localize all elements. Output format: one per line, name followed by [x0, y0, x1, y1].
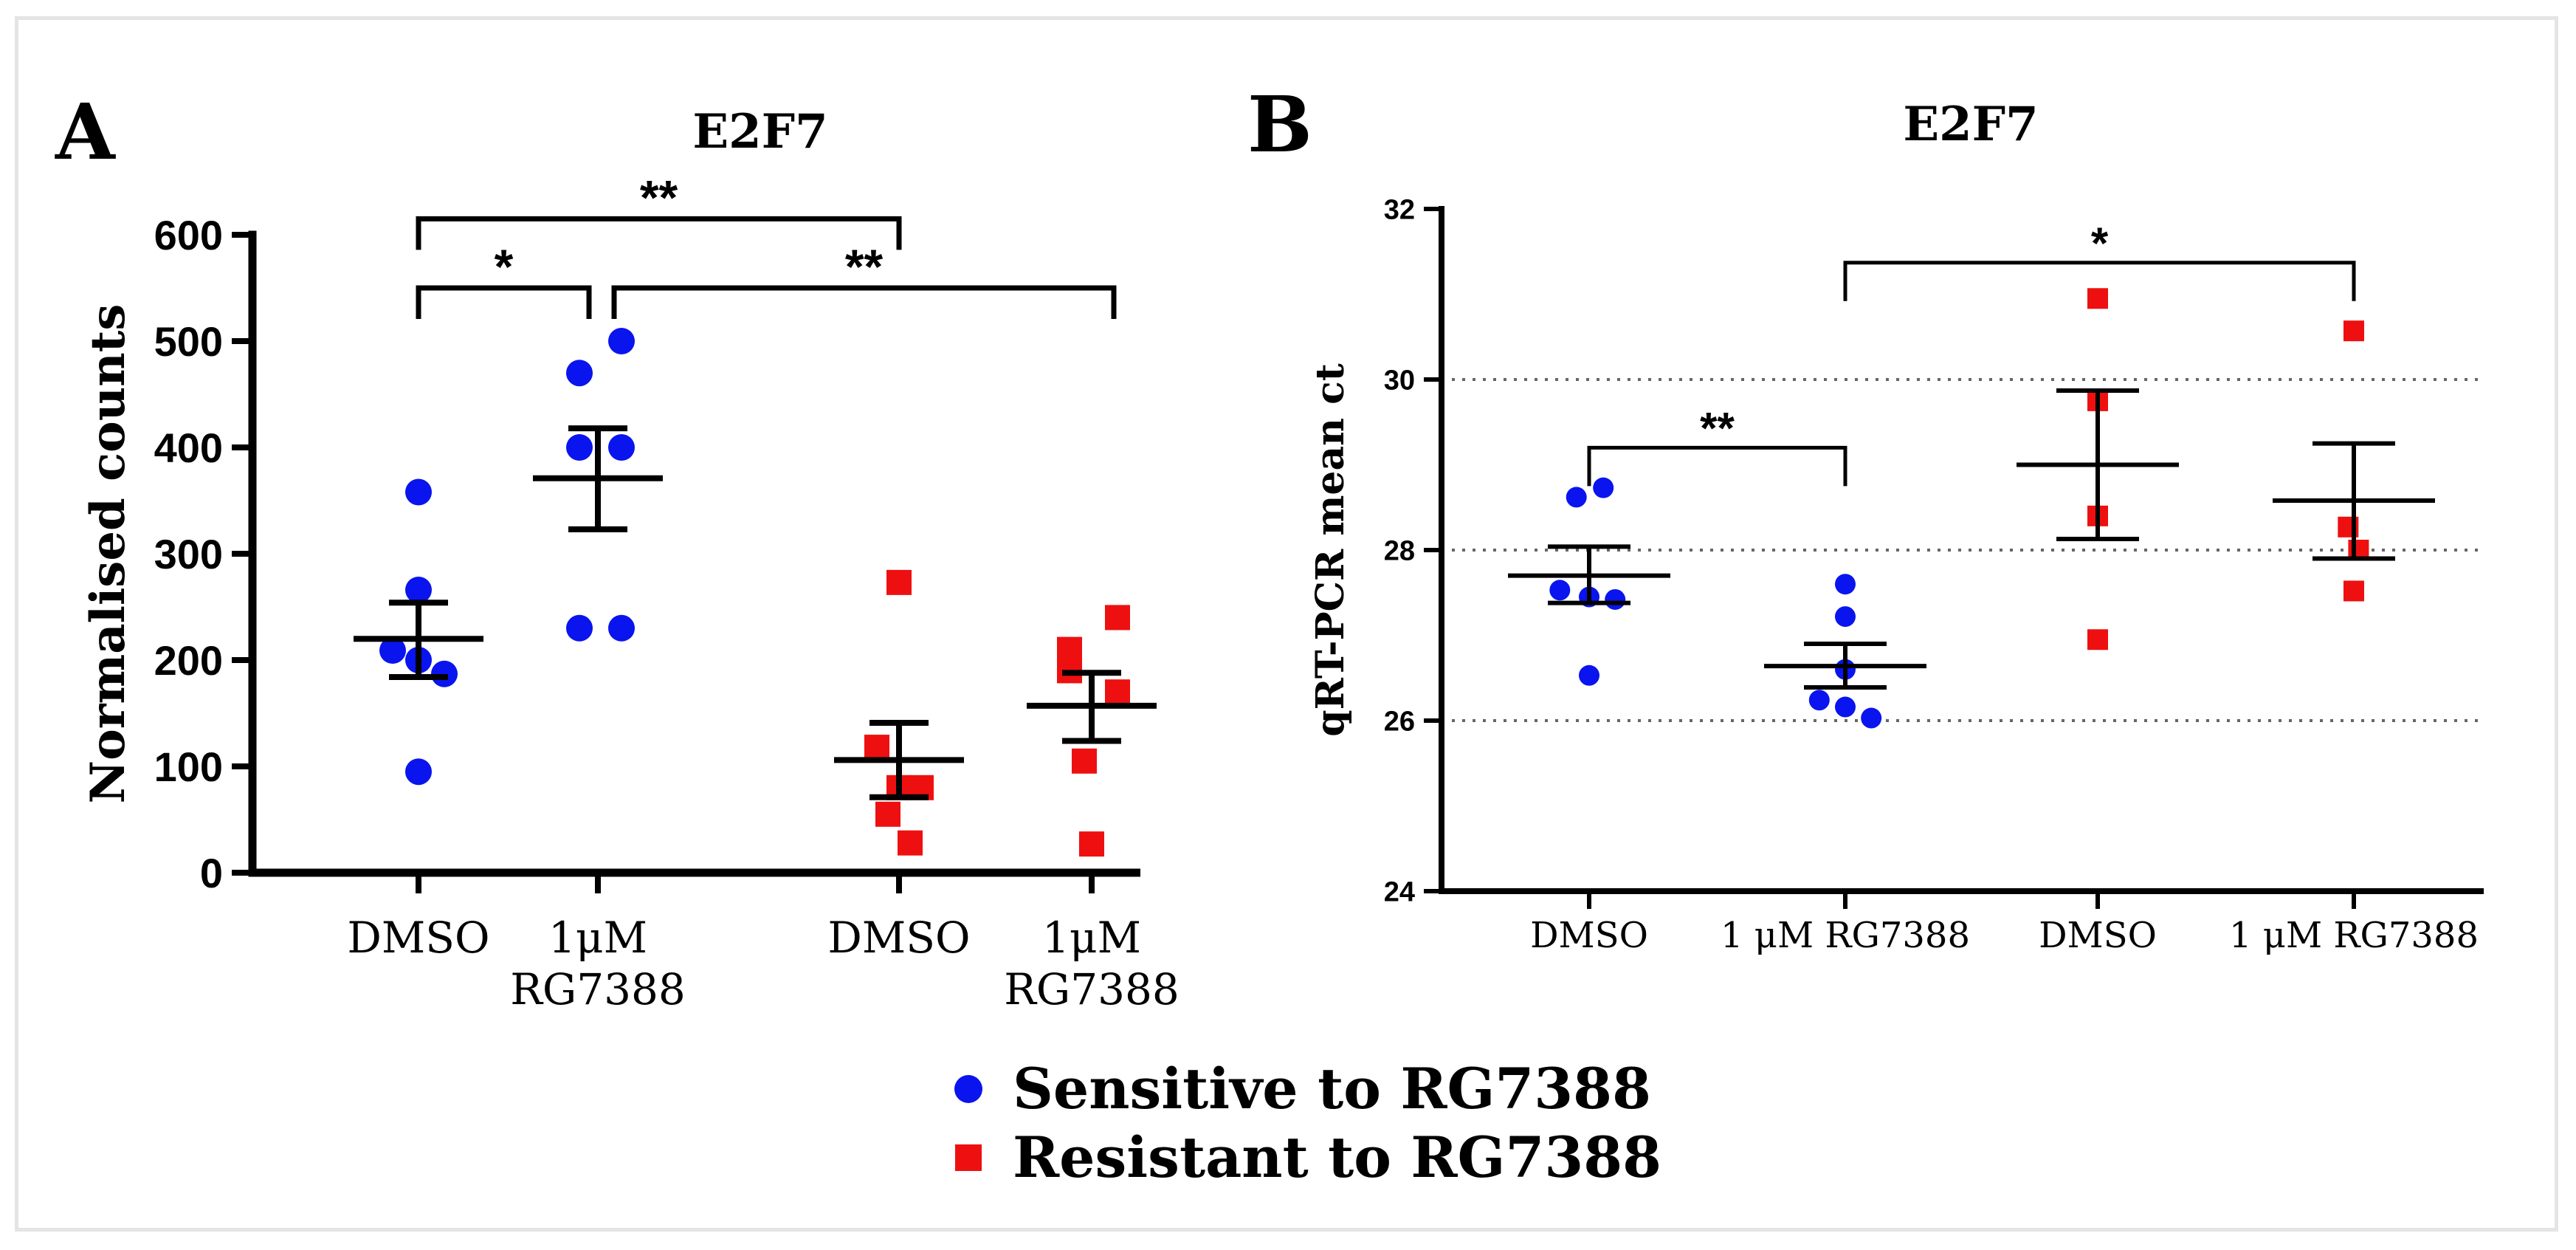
data-point-circle [1835, 606, 1856, 628]
panel-b-chart: B E2F7 24 26 28 30 32 qRT-PCR mean ct DMSO 1 μM R… [1247, 79, 2484, 956]
data-point-circle [1549, 580, 1571, 601]
y-tick-label: 500 [154, 318, 223, 365]
data-point-circle [1835, 696, 1856, 718]
y-axis-label: Normalised counts [80, 304, 136, 804]
data-point-square [1105, 679, 1130, 705]
data-point-circle [566, 434, 593, 461]
data-point-square [2343, 320, 2364, 342]
chart-title: E2F7 [692, 104, 827, 159]
significance-bracket [1843, 261, 2356, 301]
data-point-circle [405, 478, 432, 506]
significance-bracket [416, 216, 902, 250]
data-point-circle [379, 637, 406, 665]
data-point-circle [566, 614, 593, 642]
y-tick-label: 28 [1384, 536, 1415, 567]
data-point-square [898, 830, 923, 856]
y-tick-label: 30 [1384, 365, 1415, 396]
x-category-label: DMSO [2039, 915, 2157, 956]
data-point-circle [1593, 477, 1614, 498]
data-point-circle [405, 758, 432, 786]
x-category-label: RG7388 [510, 964, 686, 1014]
y-tick-label: 300 [154, 531, 223, 577]
x-category-label: 1μM [1042, 913, 1141, 963]
data-point-square [2087, 629, 2108, 650]
data-point-circle [1566, 487, 1587, 508]
data-point-circle [1605, 588, 1626, 610]
x-category-label: 1 μM RG7388 [2229, 915, 2479, 956]
data-point-circle [431, 660, 458, 687]
y-tick-label: 400 [154, 425, 223, 471]
data-point-square [875, 801, 900, 827]
x-category-label: RG7388 [1004, 964, 1179, 1014]
data-point-circle [608, 614, 635, 642]
x-category-label: DMSO [827, 913, 970, 963]
y-tick-label: 32 [1384, 195, 1415, 226]
y-tick-label: 200 [154, 637, 223, 684]
panel-label: B [1247, 79, 1312, 170]
significance-label: ** [845, 239, 884, 294]
significance-bracket [416, 285, 592, 319]
x-category-label: 1μM [548, 913, 647, 963]
legend-marker-circle [954, 1075, 982, 1103]
panel-label: A [55, 86, 116, 177]
y-axis-label: qRT-PCR mean ct [1308, 363, 1353, 737]
y-tick-label: 600 [154, 212, 223, 258]
data-point-square [886, 569, 912, 595]
x-category-label: 1 μM RG7388 [1721, 915, 1970, 956]
data-point-circle [1579, 665, 1599, 686]
chart-title: E2F7 [1903, 97, 2038, 152]
data-point-circle [1861, 707, 1882, 729]
data-point-square [1105, 605, 1130, 631]
significance-label: ** [640, 170, 678, 224]
significance-label: ** [1700, 403, 1735, 453]
data-point-square [864, 735, 889, 760]
data-point-circle [608, 434, 635, 461]
significance-bracket [1587, 445, 1847, 487]
x-category-label: DMSO [1530, 915, 1648, 956]
legend-label: Resistant to RG7388 [1013, 1124, 1661, 1190]
data-point-circle [1835, 574, 1856, 595]
data-point-square [1057, 636, 1082, 662]
data-point-square [1072, 748, 1097, 774]
data-point-square [1079, 831, 1104, 857]
y-tick-label: 26 [1384, 707, 1415, 738]
data-point-circle [1808, 690, 1830, 711]
data-point-square [2343, 580, 2364, 602]
data-point-circle [608, 328, 635, 354]
y-tick-label: 100 [154, 744, 223, 790]
y-tick-label: 24 [1384, 877, 1415, 908]
panel-a-chart: A E2F7 0 100 200 300 400 500 600 Normalised count… [55, 86, 1179, 1014]
data-point-circle [405, 576, 432, 603]
y-tick-label: 0 [200, 850, 223, 896]
data-point-square [2087, 288, 2108, 309]
legend-label: Sensitive to RG7388 [1013, 1056, 1651, 1122]
significance-label: * [495, 239, 514, 294]
significance-bracket [611, 285, 1117, 319]
x-category-label: DMSO [347, 913, 489, 963]
significance-label: * [2091, 219, 2109, 268]
data-point-circle [566, 360, 593, 387]
legend-marker-square [955, 1144, 982, 1171]
